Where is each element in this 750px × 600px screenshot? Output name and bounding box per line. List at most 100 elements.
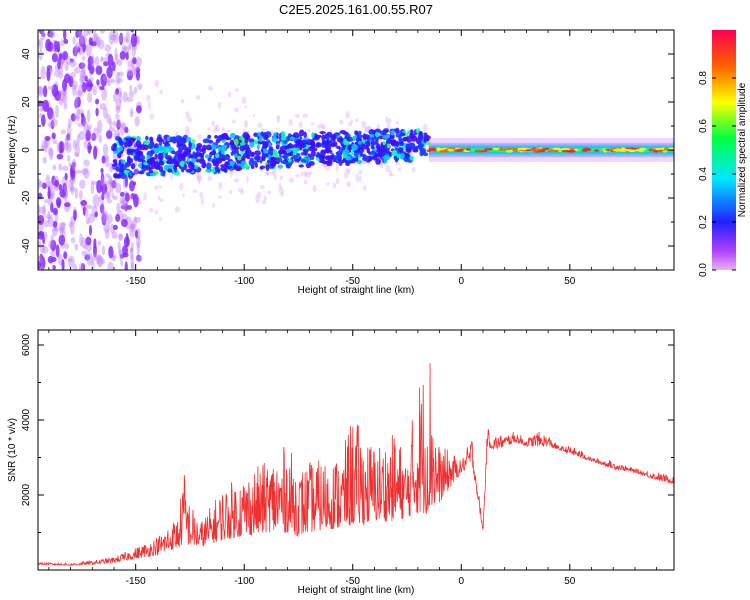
colorbar-tick-label: 0.0: [698, 263, 709, 277]
top-x-tick-label: -150: [126, 276, 146, 287]
heatmap-noise-blob: [40, 66, 47, 80]
heatmap-faint-blob: [269, 171, 275, 176]
heatmap-noise-blob: [106, 214, 113, 224]
heatmap-noise-blob: [103, 210, 109, 221]
heatmap-peak-blob: [635, 148, 641, 152]
heatmap-signal-blob: [202, 147, 206, 155]
heatmap-signal-blob: [295, 138, 302, 145]
heatmap-noise-blob: [42, 204, 47, 218]
heatmap-faint-blob: [355, 118, 359, 123]
heatmap-noise-blob: [126, 205, 133, 210]
heatmap-signal-blob: [194, 165, 199, 169]
heatmap-noise-blob: [104, 154, 110, 168]
heatmap-signal-blob: [200, 154, 204, 162]
bottom-y-tick-label: 4000: [21, 408, 32, 431]
heatmap-noise-blob: [50, 186, 56, 199]
heatmap-signal-blob: [344, 159, 351, 167]
heatmap-noise-blob: [135, 56, 142, 68]
heatmap-noise-blob: [77, 122, 84, 127]
bottom-x-axis-label: Height of straight line (km): [298, 585, 415, 596]
heatmap-noise-blob: [85, 43, 93, 57]
heatmap-noise-blob: [103, 222, 111, 234]
heatmap-noise-blob: [49, 67, 54, 73]
heatmap-faint-blob: [343, 171, 348, 179]
heatmap-noise-blob: [64, 202, 71, 208]
heatmap-faint-blob: [339, 119, 344, 126]
heatmap-noise-blob: [38, 40, 41, 46]
heatmap-noise-blob: [122, 252, 129, 258]
heatmap-faint-blob: [355, 173, 359, 182]
bottom-y-axis: 2000 4000 6000: [21, 333, 674, 533]
heatmap-signal-blob: [407, 130, 411, 135]
heatmap-signal-blob: [382, 151, 388, 155]
heatmap-faint-blob: [310, 122, 315, 126]
heatmap-noise-blob: [58, 53, 63, 61]
heatmap-signal-blob: [130, 137, 137, 142]
heatmap-faint-blob: [321, 125, 326, 130]
heatmap-noise-blob: [128, 180, 135, 192]
heatmap-noise-blob: [100, 56, 104, 63]
heatmap-faint-blob: [332, 182, 337, 189]
heatmap-noise-blob: [51, 113, 56, 121]
heatmap-noise-blob: [93, 127, 99, 140]
top-x-tick-label: 50: [564, 276, 576, 287]
heatmap-signal-blob: [251, 152, 255, 157]
colorbar-tick-label: 0.6: [698, 119, 709, 133]
heatmap-noise-blob: [116, 58, 123, 67]
heatmap-signal-blob: [419, 143, 424, 148]
heatmap-noise-blob: [38, 206, 46, 214]
heatmap-signal-blob: [229, 161, 236, 166]
heatmap-noise-blob: [130, 220, 135, 233]
heatmap-noise-blob: [109, 177, 113, 187]
heatmap-faint-blob: [192, 189, 198, 193]
heatmap-noise-blob: [80, 62, 86, 68]
heatmap-faint-blob: [362, 185, 367, 191]
heatmap-faint-blob: [422, 123, 428, 132]
heatmap-noise-blob: [68, 221, 73, 228]
heatmap-peak-blob: [483, 148, 494, 151]
heatmap-signal-blob: [150, 156, 156, 164]
heatmap-noise-blob: [115, 88, 120, 95]
heatmap-noise-blob: [87, 145, 93, 150]
heatmap-noise-blob: [96, 255, 104, 267]
heatmap-noise-blob: [68, 178, 73, 193]
heatmap-noise-blob: [87, 55, 94, 66]
heatmap-noise-blob: [125, 52, 129, 61]
heatmap-faint-blob: [303, 173, 308, 177]
heatmap-noise-blob: [72, 84, 77, 97]
heatmap-signal-blob: [328, 158, 333, 163]
heatmap-signal-blob: [118, 146, 124, 152]
heatmap-signal-blob: [263, 147, 268, 154]
heatmap-peak-blob: [581, 149, 589, 152]
heatmap-faint-blob: [263, 195, 267, 202]
heatmap-signal-blob: [178, 147, 184, 153]
heatmap-signal-blob: [144, 135, 149, 141]
heatmap-signal-blob: [145, 167, 152, 171]
heatmap-noise-blob: [69, 58, 74, 63]
heatmap-faint-blob: [231, 119, 236, 124]
heatmap-signal-blob: [242, 131, 250, 139]
heatmap-signal-blob: [239, 142, 246, 146]
heatmap-signal-blob: [286, 152, 292, 157]
heatmap-noise-blob: [85, 236, 92, 246]
heatmap-noise-blob: [43, 85, 48, 98]
heatmap-noise-blob: [42, 99, 50, 112]
heatmap-peak-blob: [465, 148, 471, 151]
heatmap-faint-blob: [157, 196, 161, 201]
heatmap-noise-blob: [74, 187, 79, 199]
heatmap-noise-blob: [102, 143, 109, 156]
heatmap-signal-blob: [248, 159, 255, 167]
heatmap-signal-blob: [308, 161, 315, 166]
heatmap-signal-blob: [277, 164, 284, 169]
heatmap-faint-blob: [279, 175, 284, 180]
heatmap-signal-blob: [245, 150, 249, 154]
heatmap-noise-blob: [86, 124, 93, 129]
heatmap-noise-blob: [107, 77, 112, 87]
heatmap-signal-blob: [374, 131, 380, 138]
heatmap-noise-blob: [67, 118, 72, 128]
heatmap-peak-blob: [505, 150, 513, 153]
heatmap-noise-blob: [102, 107, 108, 120]
heatmap-noise-blob: [47, 210, 51, 224]
heatmap-noise-blob: [73, 115, 80, 120]
heatmap-signal-blob: [321, 134, 326, 142]
